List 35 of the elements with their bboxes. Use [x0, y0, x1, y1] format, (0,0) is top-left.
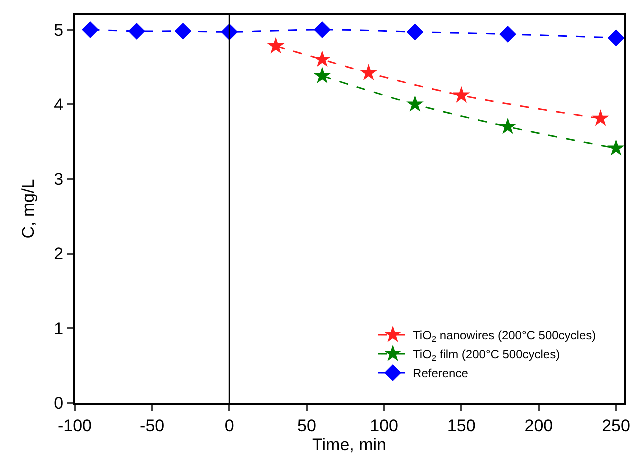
- x-tick-label: -50: [140, 416, 165, 436]
- point: [500, 26, 516, 43]
- legend-label: TiO$_{2}$ nanowires (200°C 500cycles): [413, 328, 596, 344]
- point: [592, 110, 610, 126]
- x-tick-label: 100: [370, 416, 398, 436]
- y-tick-label: 1: [54, 319, 64, 338]
- x-axis-title: Time, min: [312, 435, 386, 454]
- x-tick-label: 250: [602, 416, 630, 436]
- x-tick-label: 150: [447, 416, 476, 436]
- point: [314, 21, 331, 38]
- point: [267, 37, 285, 54]
- y-tick-label: 3: [54, 170, 64, 190]
- point: [406, 24, 424, 41]
- x-tick-label: 200: [524, 416, 554, 436]
- y-tick-label: 4: [54, 95, 64, 114]
- point: [174, 22, 192, 40]
- point: [608, 139, 624, 156]
- legend-label: TiO$_{2}$ film (200°C 500cycles): [413, 348, 560, 364]
- x-tick-label: 50: [298, 416, 316, 436]
- point: [452, 86, 470, 103]
- point: [314, 50, 332, 68]
- y-tick-label: 2: [54, 244, 64, 264]
- point: [608, 30, 624, 47]
- point: [82, 21, 99, 38]
- y-axis-title: C, mg/L: [19, 179, 38, 239]
- point: [314, 67, 332, 84]
- x-tick-label: 0: [224, 416, 234, 436]
- point: [128, 22, 146, 40]
- x-tick-label: -100: [58, 416, 92, 436]
- point: [406, 95, 424, 112]
- y-tick-label: 0: [54, 394, 64, 413]
- y-tick-label: 5: [54, 20, 64, 40]
- point: [360, 64, 378, 81]
- legend-label: Reference: [413, 366, 469, 381]
- point: [499, 118, 517, 134]
